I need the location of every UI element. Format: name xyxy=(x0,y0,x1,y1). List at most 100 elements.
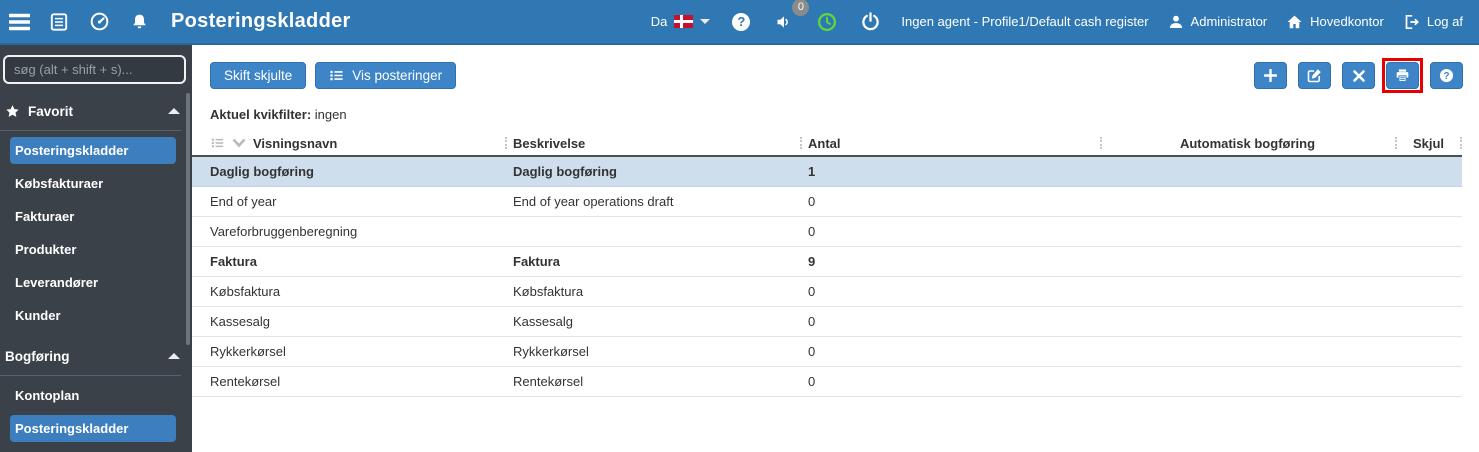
cell-beskrivelse: Købsfaktura xyxy=(513,284,584,299)
pencil-square-icon xyxy=(1307,69,1321,83)
cell-visningsnavn: Rykkerkørsel xyxy=(210,344,286,359)
sidebar-section-bogf-ring[interactable]: Bogføring xyxy=(0,345,192,367)
header-chevron-down-icon[interactable] xyxy=(232,138,246,148)
sidebar-nav: Favorit Posteringskladder Købsfakturaer Fak… xyxy=(0,100,192,442)
language-label: Da xyxy=(650,14,668,29)
annotation-highlight-box xyxy=(1382,58,1423,93)
cell-antal: 0 xyxy=(808,374,816,389)
danish-flag-icon xyxy=(674,15,694,28)
skift-skjulte-button[interactable]: Skift skjulte xyxy=(210,62,307,89)
cell-antal: 0 xyxy=(808,344,816,359)
table-row-k-bsfaktura[interactable]: Købsfaktura Købsfaktura 0 xyxy=(192,277,1462,307)
quickfilter-value: ingen xyxy=(314,107,347,122)
sidebar-section-favorit[interactable]: Favorit xyxy=(0,100,192,122)
list-icon xyxy=(330,70,343,81)
table-row-daglig-bogf-ring[interactable]: Daglig bogføring Daglig bogføring 1 xyxy=(192,157,1462,187)
table-row-vareforbruggenberegning[interactable]: Vareforbruggenberegning 0 xyxy=(192,217,1462,247)
table-row-rentek-rsel[interactable]: Rentekørsel Rentekørsel 0 xyxy=(192,367,1462,397)
sidebar-divider xyxy=(0,375,181,376)
chevron-down-icon xyxy=(700,19,711,24)
sidebar-item-leverand-rer[interactable]: Leverandører xyxy=(15,275,99,290)
toolbar: Skift skjulte Vis posteringer ? xyxy=(210,58,1463,93)
sidebar-item-posteringskladder[interactable]: Posteringskladder xyxy=(10,137,176,164)
cell-visningsnavn: Daglig bogføring xyxy=(210,164,314,179)
column-header-beskrivelse[interactable]: Beskrivelse xyxy=(505,136,800,151)
column-label: Antal xyxy=(808,135,841,151)
sidebar-item-k-bsfakturaer[interactable]: Købsfakturaer xyxy=(15,176,104,191)
language-selector[interactable]: Da xyxy=(651,14,711,29)
cell-beskrivelse: Rentekørsel xyxy=(513,374,584,389)
table-row-end-of-year[interactable]: End of year End of year operations draft 0 xyxy=(192,187,1462,217)
user-menu[interactable]: Administrator xyxy=(1168,14,1267,30)
cell-visningsnavn: Faktura xyxy=(210,254,257,269)
logout-icon xyxy=(1405,14,1419,29)
toolbar-actions: ? xyxy=(1254,58,1463,93)
sidebar-scrollbar[interactable] xyxy=(186,93,190,345)
cell-visningsnavn: Kassesalg xyxy=(210,314,270,329)
x-icon xyxy=(1352,69,1365,82)
column-header-automatisk-bogf-ring[interactable]: Automatisk bogføring xyxy=(1100,136,1395,151)
column-label: Skjul xyxy=(1412,135,1445,151)
cell-antal: 9 xyxy=(808,254,816,269)
cell-antal: 1 xyxy=(808,164,816,179)
svg-text:?: ? xyxy=(1443,71,1449,82)
table-row-faktura[interactable]: Faktura Faktura 9 xyxy=(192,247,1462,277)
print-button[interactable] xyxy=(1386,62,1419,89)
search-input[interactable] xyxy=(3,55,186,84)
hamburger-menu-icon[interactable] xyxy=(7,10,31,34)
vis-posteringer-button[interactable]: Vis posteringer xyxy=(315,62,457,89)
sidebar-section-label: Bogføring xyxy=(5,348,70,364)
home-icon xyxy=(1287,15,1302,28)
cell-beskrivelse: Faktura xyxy=(513,254,560,269)
column-header-visningsnavn[interactable]: Visningsnavn xyxy=(192,136,505,151)
sidebar-item-posteringskladder[interactable]: Posteringskladder xyxy=(10,415,176,442)
table-row-kassesalg[interactable]: Kassesalg Kassesalg 0 xyxy=(192,307,1462,337)
cell-visningsnavn: Vareforbruggenberegning xyxy=(210,224,358,239)
dashboard-icon[interactable] xyxy=(87,10,111,34)
column-label: Automatisk bogføring xyxy=(1179,135,1316,151)
user-icon xyxy=(1169,15,1182,28)
table-row-rykkerk-rsel[interactable]: Rykkerkørsel Rykkerkørsel 0 xyxy=(192,337,1462,367)
topbar: Posteringskladder Da ? 0 Ingen agent - P… xyxy=(0,0,1479,45)
clock-icon[interactable] xyxy=(815,10,839,34)
cell-visningsnavn: End of year xyxy=(210,194,277,209)
column-header-antal[interactable]: Antal xyxy=(800,136,1100,151)
cell-visningsnavn: Købsfaktura xyxy=(210,284,281,299)
quickfilter-status: Aktuel kvikfilter: ingen xyxy=(210,107,1479,122)
company-menu[interactable]: Hovedkontor xyxy=(1286,14,1384,30)
quickfilter-label: Aktuel kvikfilter: xyxy=(210,107,312,122)
logout-button[interactable]: Log af xyxy=(1403,14,1463,30)
cell-beskrivelse: End of year operations draft xyxy=(513,194,674,209)
power-icon[interactable] xyxy=(858,10,882,34)
question-icon: ? xyxy=(1439,68,1454,83)
star-icon xyxy=(5,104,20,119)
cell-beskrivelse: Rykkerkørsel xyxy=(513,344,589,359)
delete-button[interactable] xyxy=(1342,62,1375,89)
sidebar-item-kunder[interactable]: Kunder xyxy=(15,308,61,323)
plus-icon xyxy=(1264,69,1277,82)
cell-antal: 0 xyxy=(808,224,816,239)
notification-badge: 0 xyxy=(792,0,810,16)
printer-icon xyxy=(1396,69,1409,83)
column-chooser-icon[interactable] xyxy=(210,136,225,150)
cell-antal: 0 xyxy=(808,194,816,209)
help-icon[interactable]: ? xyxy=(729,10,753,34)
cell-antal: 0 xyxy=(808,284,816,299)
topbar-left: Posteringskladder xyxy=(0,10,351,34)
sidebar-section-label: Favorit xyxy=(28,103,74,119)
sidebar: Favorit Posteringskladder Købsfakturaer Fak… xyxy=(0,45,192,452)
sidebar-divider xyxy=(0,130,181,131)
sidebar-item-fakturaer[interactable]: Fakturaer xyxy=(15,209,75,224)
bell-icon[interactable] xyxy=(127,10,151,34)
add-button[interactable] xyxy=(1254,62,1287,89)
sidebar-item-kontoplan[interactable]: Kontoplan xyxy=(15,388,80,403)
journal-icon[interactable] xyxy=(47,10,71,34)
logout-label: Log af xyxy=(1426,14,1463,29)
agent-status: Ingen agent - Profile1/Default cash regi… xyxy=(901,14,1149,29)
edit-button[interactable] xyxy=(1298,62,1331,89)
cell-beskrivelse: Daglig bogføring xyxy=(513,164,617,179)
help-button[interactable]: ? xyxy=(1430,62,1463,89)
sidebar-item-produkter[interactable]: Produkter xyxy=(15,242,77,257)
column-header-skjul[interactable]: Skjul xyxy=(1395,136,1462,151)
volume-icon[interactable]: 0 xyxy=(772,0,810,34)
